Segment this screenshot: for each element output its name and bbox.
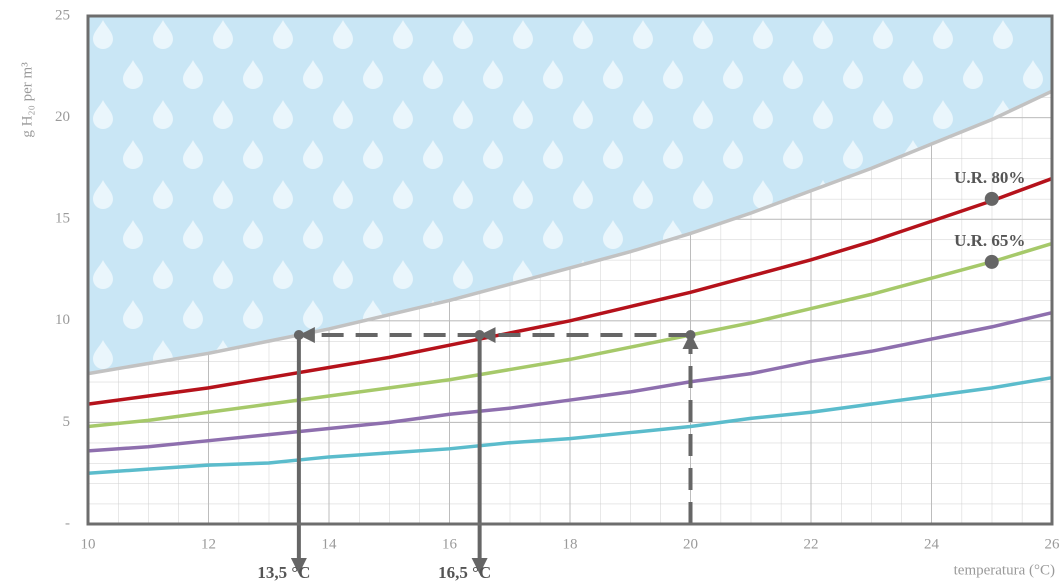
reading-point <box>686 330 696 340</box>
chart: g H₂₀ per m³ temperatura (°C) - 5 10 15 20 25… <box>0 0 1063 584</box>
y-tick-label: 5 <box>63 414 71 430</box>
y-tick-label: - <box>65 515 70 531</box>
x-tick-label: 14 <box>322 536 338 552</box>
y-axis-label: g H₂₀ per m³ <box>19 62 35 138</box>
dew-label: 13,5 °C <box>257 563 310 582</box>
reading-point <box>475 330 485 340</box>
series-label: U.R. 80% <box>954 168 1025 187</box>
x-tick-label: 24 <box>924 536 940 552</box>
series-marker <box>985 192 999 206</box>
y-tick-label: 15 <box>55 211 70 227</box>
y-tick-label: 20 <box>55 109 70 125</box>
x-tick-label: 16 <box>442 536 458 552</box>
x-tick-label: 20 <box>683 536 698 552</box>
y-tick-label: 25 <box>55 7 70 23</box>
page: g H₂₀ per m³ temperatura (°C) - 5 10 15 20 25… <box>0 0 1063 584</box>
x-tick-label: 10 <box>81 536 96 552</box>
reading-point <box>294 330 304 340</box>
y-tick-label: 10 <box>55 312 70 328</box>
series-label: U.R. 65% <box>954 231 1025 250</box>
series-marker <box>985 255 999 269</box>
x-tick-label: 26 <box>1045 536 1061 552</box>
x-axis-label: temperatura (°C) <box>954 562 1055 578</box>
x-tick-label: 12 <box>201 536 216 552</box>
x-tick-label: 22 <box>804 536 819 552</box>
x-tick-label: 18 <box>563 536 578 552</box>
dew-label: 16,5 °C <box>438 563 491 582</box>
